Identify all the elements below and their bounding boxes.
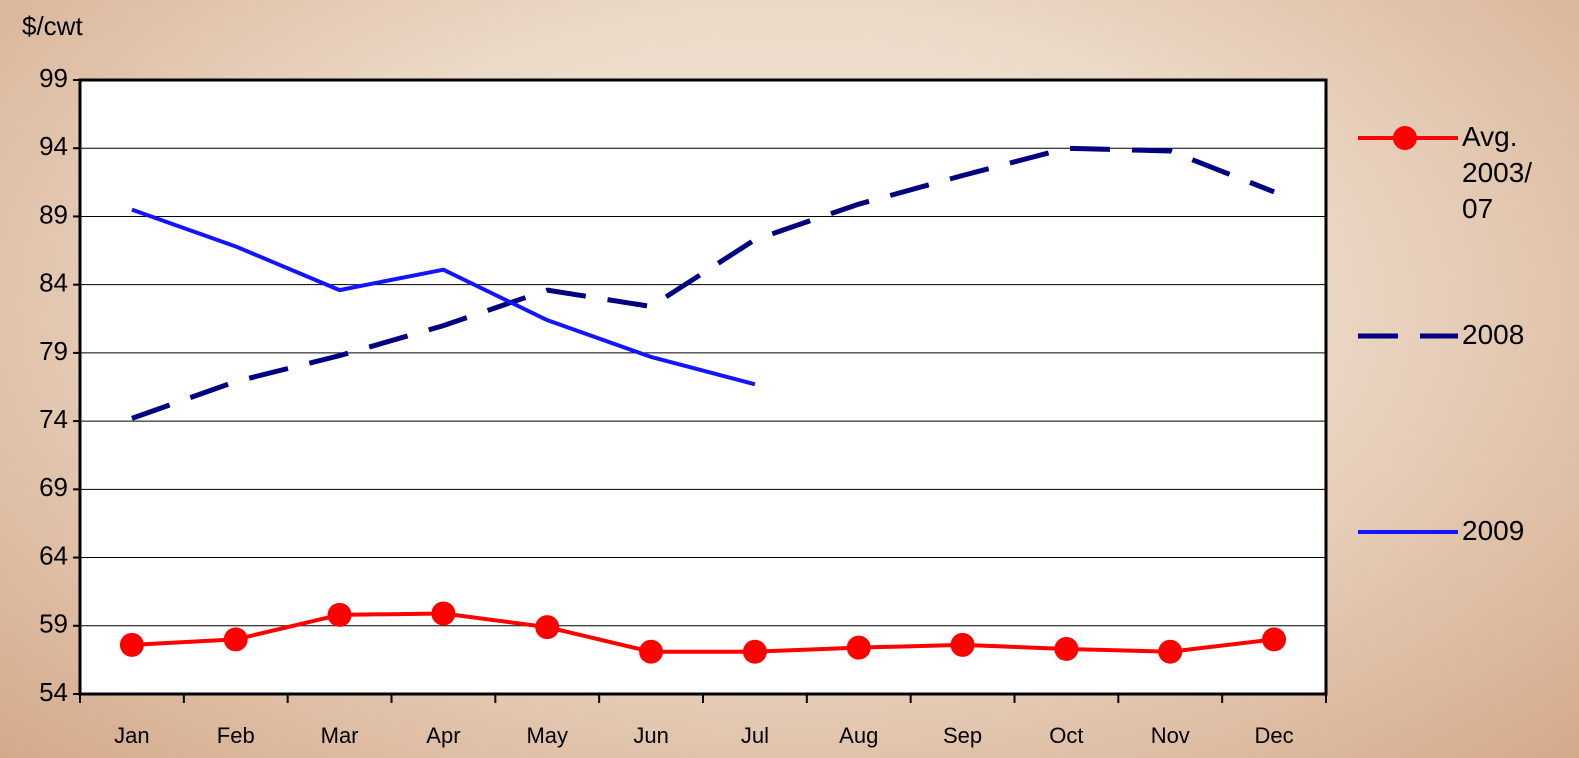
data-point [431, 601, 456, 626]
plot-border [78, 78, 1328, 696]
legend-label: 2009 [1462, 515, 1525, 546]
x-tick-label: Feb [217, 723, 255, 748]
y-tick-label: 74 [39, 404, 68, 434]
series-line [131, 611, 1275, 654]
data-point [327, 602, 352, 627]
series-line [131, 145, 1275, 421]
y-tick-label: 64 [39, 540, 68, 570]
data-point [1158, 639, 1183, 664]
data-point [742, 639, 767, 664]
y-tick-label: 99 [39, 63, 68, 93]
legend-label: Avg. 2003/07 [1462, 121, 1533, 224]
data-point [119, 632, 144, 657]
x-tick-label: Apr [426, 723, 460, 748]
x-tick-label: Aug [839, 723, 878, 748]
data-point [223, 627, 248, 652]
y-tick-label: 89 [39, 199, 68, 229]
x-tick-label: Mar [321, 723, 359, 748]
data-point [535, 615, 560, 640]
x-tick-label: Dec [1255, 723, 1294, 748]
series-line [131, 207, 756, 387]
legend-marker [1393, 126, 1417, 150]
data-point [1054, 636, 1079, 661]
y-tick-label: 84 [39, 268, 68, 298]
data-point [639, 639, 664, 664]
x-tick-label: Nov [1151, 723, 1190, 748]
y-tick-label: 79 [39, 336, 68, 366]
data-point [1262, 627, 1287, 652]
x-tick-label: Oct [1049, 723, 1083, 748]
x-tick-label: May [526, 723, 568, 748]
x-tick-label: Sep [943, 723, 982, 748]
y-tick-label: 54 [39, 677, 68, 707]
y-tick-label: 94 [39, 131, 68, 161]
data-point [950, 632, 975, 657]
x-tick-label: Jan [114, 723, 149, 748]
y-axis-label: $/cwt [22, 11, 83, 41]
x-tick-label: Jul [741, 723, 769, 748]
plot-area [80, 80, 1326, 694]
y-tick-label: 59 [39, 609, 68, 639]
x-tick-label: Jun [633, 723, 668, 748]
legend-label: 2008 [1462, 319, 1525, 350]
data-point [846, 635, 871, 660]
y-tick-label: 69 [39, 472, 68, 502]
